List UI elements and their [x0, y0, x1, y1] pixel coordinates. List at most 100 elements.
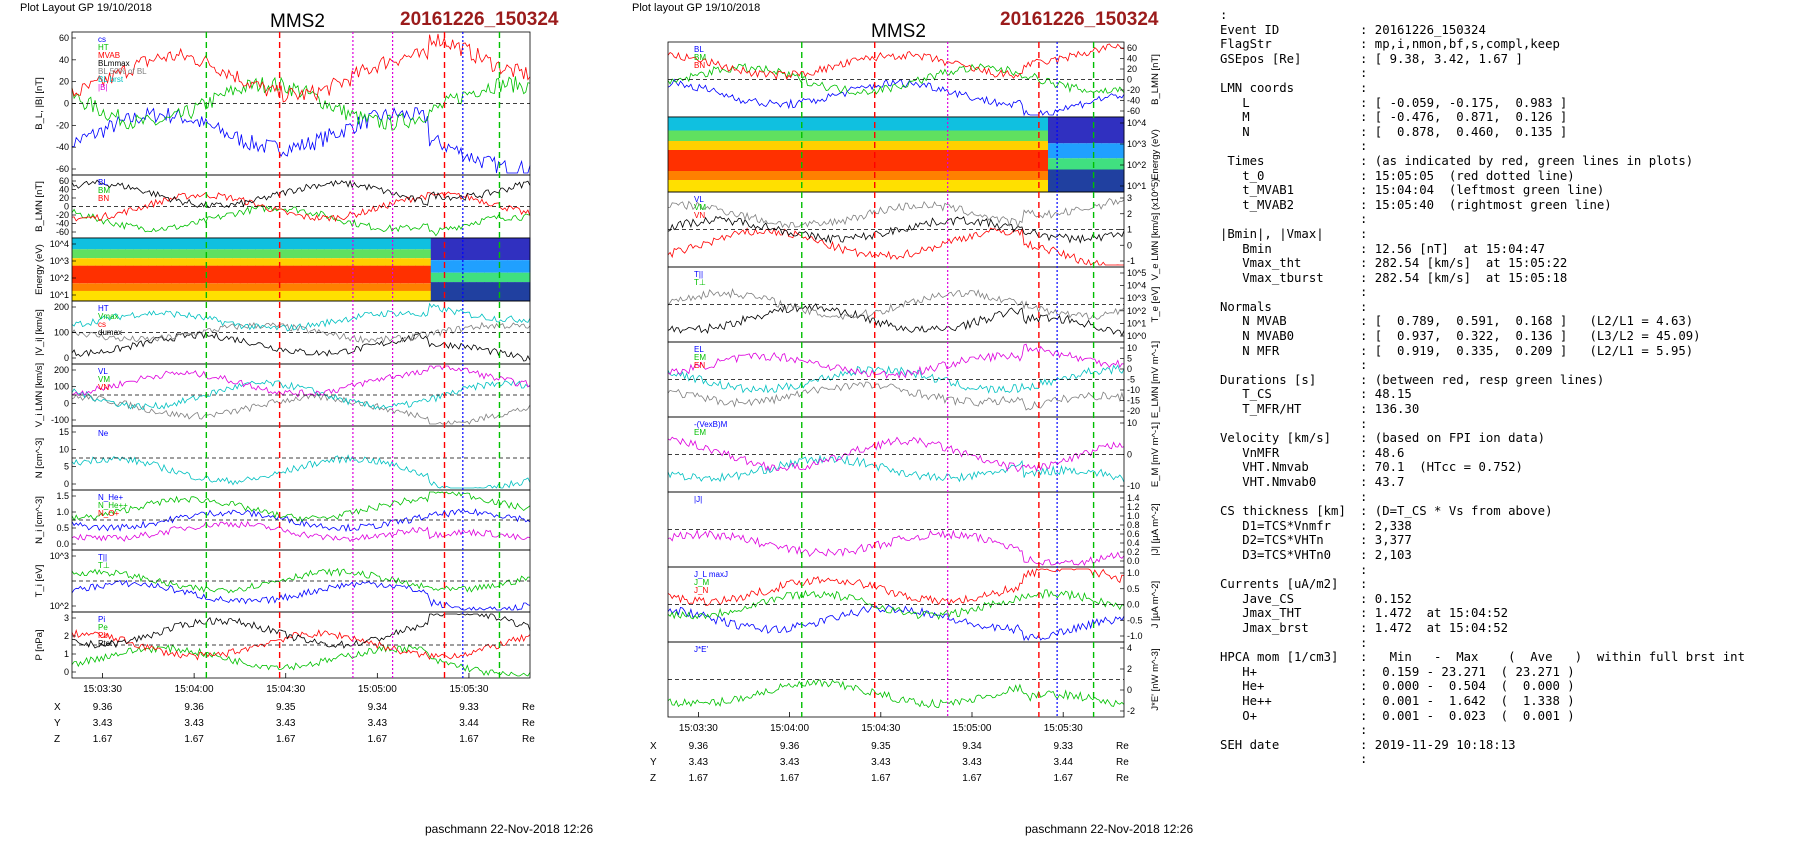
- spectrogram-cell: [186, 238, 195, 250]
- x-tick-label: 15:05:00: [358, 684, 397, 695]
- info-value: : [ 0.919, 0.335, 0.209 ] (L2/L1 = 5.95): [1360, 343, 1694, 358]
- spectrogram-cell: [896, 171, 905, 180]
- spectrogram-cell: [888, 180, 897, 192]
- spectrogram-cell: [1032, 130, 1041, 141]
- y-tick-label: 0: [1127, 364, 1132, 374]
- spectrogram-cell: [423, 265, 432, 284]
- spectrogram-cell: [217, 238, 226, 250]
- spectrogram-cell: [1025, 130, 1034, 141]
- y-tick-label: 0: [64, 99, 69, 109]
- spectrogram-cell: [171, 290, 180, 301]
- spectrogram-cell: [721, 171, 730, 180]
- y-tick-label: 100: [54, 382, 69, 392]
- series-line: [71, 629, 531, 661]
- spectrogram-cell: [751, 171, 760, 180]
- info-key: :: [1220, 8, 1228, 22]
- spectrogram-cell: [133, 238, 142, 250]
- info-row: |Bmin|, |Vmax|:: [1220, 227, 1745, 242]
- y-tick-label: 10^2: [50, 601, 69, 611]
- right-footer-credit: paschmann 22-Nov-2018 12:26: [1025, 822, 1194, 836]
- spectrogram-cell: [514, 282, 523, 301]
- spectrogram-cell: [706, 117, 715, 131]
- spectrogram-cell: [789, 141, 798, 150]
- spectrogram-cell: [453, 282, 462, 301]
- y-tick-label: 4: [1127, 643, 1132, 653]
- spectrogram-cell: [774, 171, 783, 180]
- info-row: N MVAB0: [ 0.937, 0.322, 0.136 ] (L3/L2 …: [1220, 329, 1745, 344]
- spectrogram-cell: [827, 150, 836, 171]
- spectrogram-cell: [446, 260, 455, 273]
- spectrogram-cell: [721, 141, 730, 150]
- spectrogram-cell: [827, 180, 836, 192]
- spectrogram-cell: [362, 238, 371, 250]
- info-key: N MVAB0: [1220, 329, 1295, 344]
- spectrogram-cell: [1040, 117, 1049, 131]
- spectrogram-cell: [117, 290, 126, 301]
- spectrogram-cell: [690, 141, 699, 150]
- spectrogram-cell: [316, 283, 325, 291]
- spectrogram-cell: [744, 180, 753, 192]
- legend-label: Pi: [98, 615, 105, 624]
- spectrogram-cell: [156, 249, 165, 259]
- spectrogram-cell: [1010, 141, 1019, 150]
- y-tick-label: -1: [1127, 256, 1135, 266]
- info-value: :: [1360, 66, 1368, 81]
- spectrogram-cell: [522, 282, 531, 301]
- spectrogram-cell: [690, 150, 699, 171]
- y-tick-label: 40: [1127, 54, 1137, 64]
- spectrogram-cell: [949, 171, 958, 180]
- info-key: |Bmin|, |Vmax|: [1220, 226, 1324, 241]
- series-line: [667, 227, 1124, 266]
- spectrogram-cell: [728, 117, 737, 131]
- ephemeris-value: 1.67: [780, 773, 800, 784]
- legend-label: T||: [98, 553, 107, 562]
- info-row: D1=TCS*Vnmfr: 2,338: [1220, 519, 1745, 534]
- y-tick-label: 40: [59, 55, 69, 65]
- spectrogram-cell: [178, 290, 187, 301]
- y-tick-label: 60: [59, 176, 69, 186]
- info-row: :: [1220, 490, 1745, 505]
- spectrogram-cell: [766, 117, 775, 131]
- spectrogram-cell: [163, 258, 172, 266]
- spectrogram-cell: [217, 265, 226, 284]
- spectrogram-cell: [87, 265, 96, 284]
- y-tick-label: 0.6: [1127, 529, 1140, 539]
- spectrogram-cell: [728, 180, 737, 192]
- spectrogram-cell: [1086, 143, 1095, 159]
- spectrogram-cell: [782, 117, 791, 131]
- spectrogram-cell: [1025, 117, 1034, 131]
- y-axis-label: Energy (eV): [34, 244, 45, 295]
- spectrogram-cell: [110, 265, 119, 284]
- spectrogram-cell: [956, 130, 965, 141]
- info-key: t_MVAB2: [1220, 197, 1295, 212]
- info-value: : 15:05:40 (rightmost green line): [1360, 197, 1612, 212]
- info-row: Durations [s]: (between red, resp green …: [1220, 373, 1745, 388]
- info-row: Velocity [km/s]: (based on FPI ion data): [1220, 431, 1745, 446]
- spectrogram-cell: [331, 249, 340, 259]
- y-tick-label: -100: [51, 415, 69, 425]
- spectrogram-cell: [820, 180, 829, 192]
- info-key: t_0: [1220, 168, 1265, 183]
- spectrogram-cell: [285, 265, 294, 284]
- info-row: Jave_CS: 0.152: [1220, 592, 1745, 607]
- spectrogram-cell: [675, 180, 684, 192]
- spectrogram-cell: [255, 283, 264, 291]
- y-axis-label: N [cm^-3]: [34, 438, 45, 478]
- spectrogram-cell: [759, 150, 768, 171]
- spectrogram-cell: [323, 258, 332, 266]
- series-line: [667, 589, 1125, 621]
- y-tick-label: 10^1: [1127, 181, 1146, 191]
- y-tick-label: -10: [1127, 385, 1140, 395]
- spectrogram-cell: [331, 238, 340, 250]
- info-key: Times: [1220, 153, 1265, 168]
- spectrogram-cell: [744, 141, 753, 150]
- legend-label: BL brst: [98, 75, 124, 84]
- spectrogram-cell: [270, 290, 279, 301]
- spectrogram-cell: [812, 171, 821, 180]
- spectrogram-cell: [301, 265, 310, 284]
- spectrogram-cell: [346, 290, 355, 301]
- spectrogram-cell: [278, 290, 287, 301]
- spectrogram-cell: [979, 130, 988, 141]
- spectrogram-cell: [446, 282, 455, 301]
- spectrogram-cell: [308, 265, 317, 284]
